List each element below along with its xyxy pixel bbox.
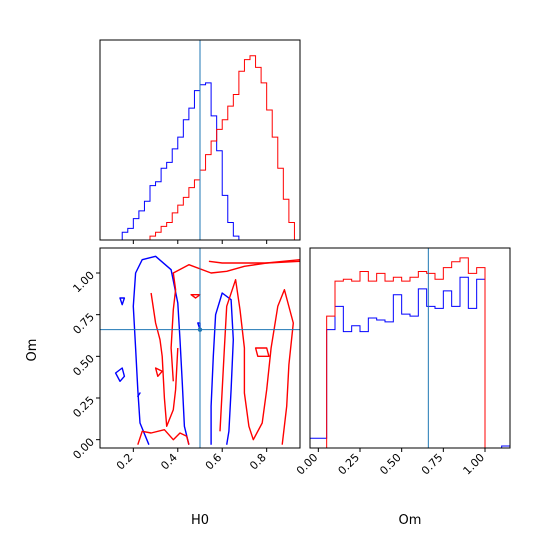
contour-run-a-3 [119,297,126,306]
truth-point [197,327,203,332]
hist-om-run-b [310,257,510,448]
contour-run-a-0 [132,255,190,445]
hist-h0-run-b [100,55,300,240]
contour-run-b-5 [254,347,270,357]
contour-run-b-1 [170,260,300,382]
contour-run-b-6 [190,294,201,299]
hist-om-run-a [310,276,510,448]
contour-run-b-0 [137,429,190,445]
contour-run-b-3 [208,259,300,264]
frame-om-hist [309,247,511,449]
x-axis-label-om: Om [399,513,422,528]
contour-run-a-1 [210,292,234,445]
frame-2d [99,247,301,449]
contour-run-b-2 [150,292,179,427]
contour-run-a-2 [114,367,126,382]
contour-run-b-7 [154,367,163,377]
hist-h0-run-a [100,82,300,240]
contour-run-b-4 [219,279,294,445]
contour-run-a-4 [137,392,141,397]
y-axis-label-om: Om [25,339,40,362]
frame-h0-hist [99,39,301,241]
x-axis-label-h0: H0 [191,513,209,528]
